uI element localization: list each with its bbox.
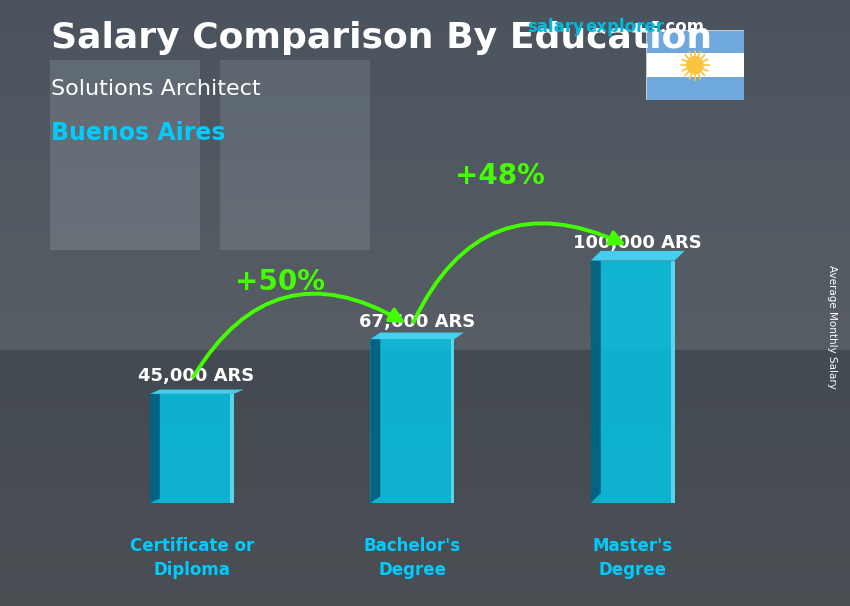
Text: +48%: +48%: [456, 162, 546, 190]
Text: explorer: explorer: [585, 18, 664, 36]
Text: Certificate or
Diploma: Certificate or Diploma: [130, 537, 254, 579]
Polygon shape: [371, 333, 380, 503]
Polygon shape: [672, 261, 675, 503]
Polygon shape: [371, 333, 464, 339]
Text: Bachelor's
Degree: Bachelor's Degree: [364, 537, 461, 579]
Polygon shape: [591, 251, 684, 261]
Text: salary: salary: [527, 18, 584, 36]
Polygon shape: [150, 394, 234, 503]
Polygon shape: [150, 390, 244, 394]
Polygon shape: [371, 339, 454, 503]
Text: Average Monthly Salary: Average Monthly Salary: [827, 265, 837, 389]
Text: Salary Comparison By Education: Salary Comparison By Education: [51, 21, 712, 55]
Polygon shape: [591, 261, 675, 503]
Text: 100,000 ARS: 100,000 ARS: [573, 234, 701, 252]
Text: Solutions Architect: Solutions Architect: [51, 79, 261, 99]
Text: .com: .com: [660, 18, 705, 36]
Text: 45,000 ARS: 45,000 ARS: [138, 367, 254, 385]
Text: +50%: +50%: [235, 268, 325, 296]
Bar: [646, 53, 744, 78]
Polygon shape: [591, 251, 601, 503]
Circle shape: [687, 56, 703, 74]
Polygon shape: [450, 339, 454, 503]
Polygon shape: [230, 394, 234, 503]
Text: 67,600 ARS: 67,600 ARS: [359, 313, 475, 331]
Polygon shape: [150, 390, 160, 503]
Text: Master's
Degree: Master's Degree: [592, 537, 673, 579]
Text: Buenos Aires: Buenos Aires: [51, 121, 225, 145]
